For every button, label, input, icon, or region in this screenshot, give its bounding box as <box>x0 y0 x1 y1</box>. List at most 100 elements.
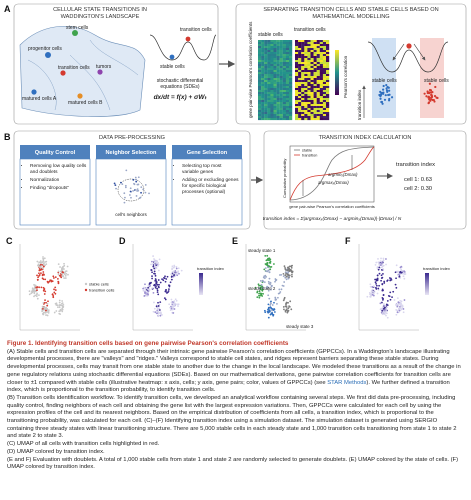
umap-dot <box>36 293 38 296</box>
heat-cell <box>316 92 320 95</box>
heat-cell <box>301 44 305 47</box>
heat-cell <box>273 98 277 101</box>
box-title: Quality Control <box>35 150 76 156</box>
umap-dot <box>156 291 159 293</box>
umap-dot <box>175 266 178 268</box>
caption-paragraph: (C) UMAP of all cells with transition ce… <box>7 441 160 448</box>
heat-cell <box>319 98 323 101</box>
heat-cell <box>295 60 299 63</box>
umap-dot <box>266 254 269 257</box>
heat-cell <box>264 84 268 87</box>
heat-cell <box>326 72 330 75</box>
heat-cell <box>258 78 262 81</box>
heat-cell <box>276 100 280 103</box>
heat-cell <box>273 104 277 107</box>
umap-dot <box>386 316 389 319</box>
heat-cell <box>319 48 323 51</box>
heat-cell <box>270 70 274 73</box>
umap-dot <box>44 311 47 314</box>
umap-dot <box>46 314 49 317</box>
heat-cell <box>264 104 268 107</box>
heat-cell <box>270 66 274 69</box>
heat-cell <box>310 40 314 43</box>
heat-cell <box>285 108 290 111</box>
cell-dot <box>133 183 136 186</box>
heat-cell <box>261 76 265 79</box>
cell-dot <box>388 89 391 92</box>
heat-cell <box>270 102 274 105</box>
heat-cell <box>282 82 286 85</box>
heat-cell <box>258 58 262 61</box>
heat-cell <box>258 108 262 111</box>
umap-dot <box>57 306 59 309</box>
umap-dot <box>153 270 156 273</box>
heat-cell <box>304 52 308 55</box>
heat-cell <box>261 46 265 49</box>
heat-cell <box>276 116 280 119</box>
umap-dot <box>154 274 157 277</box>
umap-dot <box>375 261 378 264</box>
legend-label: transition <box>302 154 317 158</box>
heat-cell <box>267 80 271 83</box>
umap-dot <box>41 312 44 315</box>
heat-cell <box>326 108 330 111</box>
heat-cell <box>285 118 290 121</box>
umap-dot <box>372 294 375 297</box>
heat-cell <box>258 52 262 55</box>
heat-cell <box>322 60 327 63</box>
umap-dot <box>157 279 160 281</box>
heat-cell <box>313 112 317 115</box>
heat-cell <box>307 46 311 49</box>
umap-dot <box>42 289 45 292</box>
heat-cell <box>270 94 274 97</box>
heat-cell <box>261 94 265 97</box>
umap-dot <box>61 272 63 275</box>
heat-cell <box>270 90 274 93</box>
heat-cell <box>295 114 299 117</box>
umap-dot <box>32 289 35 292</box>
band <box>420 38 444 118</box>
heat-cell <box>279 44 283 47</box>
heat-cell <box>267 94 271 97</box>
umap-dot <box>399 302 401 305</box>
heat-cell <box>279 70 283 73</box>
heat-cell <box>313 46 317 49</box>
heat-cell <box>310 116 314 119</box>
umap-dot <box>381 306 384 308</box>
umap-dot <box>374 263 377 266</box>
heat-cell <box>295 88 299 91</box>
umap-dot <box>175 272 178 275</box>
heat-cell <box>282 114 286 117</box>
cell-dot <box>134 188 137 191</box>
umap-dot <box>57 282 60 285</box>
heat-cell <box>282 86 286 89</box>
umap-dot <box>63 277 66 280</box>
heat-cell <box>326 106 330 109</box>
umap-dot <box>52 296 55 299</box>
link[interactable]: STAR Methods <box>327 379 367 386</box>
heat-cell <box>307 42 311 45</box>
heat-cell <box>310 90 314 93</box>
heat-cell <box>273 74 277 77</box>
umap-dot <box>40 286 43 289</box>
heat-cell <box>289 96 293 99</box>
cell-dot <box>427 95 430 98</box>
heat-cell <box>316 48 320 51</box>
heat-cell <box>319 96 323 99</box>
heat-cell <box>273 64 277 67</box>
heat-cell <box>326 118 330 121</box>
heat-cell <box>264 62 268 65</box>
heat-cell <box>313 80 317 83</box>
heat-cell <box>267 50 271 53</box>
umap-dot <box>151 260 153 263</box>
heat-cell <box>313 52 317 55</box>
umap-dot <box>47 300 49 303</box>
heat-cell <box>279 102 283 105</box>
heat-cell <box>276 80 280 83</box>
heat-cell <box>298 74 302 77</box>
heat-cell <box>279 82 283 85</box>
heat-cell <box>261 90 265 93</box>
heat-cell <box>270 86 274 89</box>
umap-dot <box>144 288 147 290</box>
heat-cell <box>264 82 268 85</box>
